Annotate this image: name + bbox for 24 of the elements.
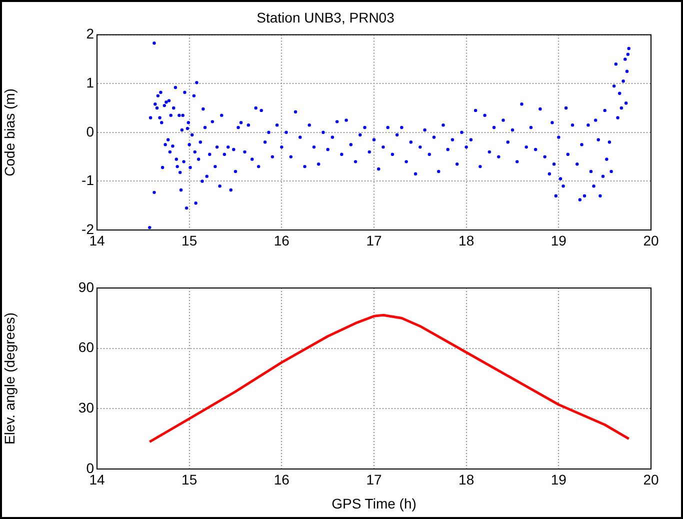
x-tick-label: 16 [274, 471, 290, 488]
x-tick-label: 15 [182, 232, 198, 248]
x-tick-label: 20 [643, 471, 659, 488]
y-tick-label: 30 [78, 400, 94, 416]
y-tick-label: 0 [86, 460, 94, 476]
x-tick-label: 15 [182, 471, 198, 488]
x-tick-label: 19 [550, 471, 567, 488]
x-axis-title: GPS Time (h) [332, 495, 416, 512]
x-tick-label: 18 [458, 471, 474, 488]
y-tick-label: 1 [86, 74, 94, 90]
x-tick-label: 17 [366, 471, 382, 488]
chart-title: Station UNB3, PRN03 [256, 9, 395, 26]
x-tick-label: 19 [550, 232, 567, 248]
x-tick-label: 16 [274, 232, 290, 248]
y-axis-title: Elev. angle (degrees) [1, 312, 18, 445]
y-tick-label: -1 [82, 172, 94, 188]
x-tick-label: 17 [366, 232, 382, 248]
y-tick-label: 0 [86, 123, 94, 140]
y-tick-label: 2 [86, 26, 94, 42]
y-tick-label: 90 [78, 278, 94, 295]
y-tick-label: 60 [78, 339, 94, 356]
x-tick-label: 18 [458, 232, 474, 248]
x-tick-label: 20 [643, 232, 659, 248]
y-axis-title: Code bias (m) [1, 88, 18, 176]
